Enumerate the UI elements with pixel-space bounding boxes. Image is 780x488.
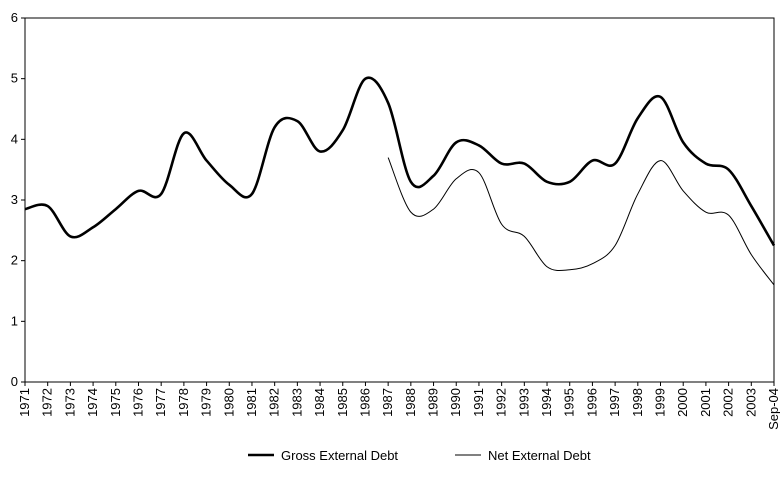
- x-tick-label: 2001: [698, 388, 713, 417]
- x-tick-label: 1982: [267, 388, 282, 417]
- x-tick-label: 1995: [562, 388, 577, 417]
- y-tick-label: 4: [11, 131, 18, 146]
- y-tick-label: 1: [11, 313, 18, 328]
- x-tick-label: 1986: [357, 388, 372, 417]
- x-tick-label: 1987: [380, 388, 395, 417]
- series-line: [24, 76, 776, 247]
- x-tick-label: 1991: [471, 388, 486, 417]
- x-tick-label: 1975: [108, 388, 123, 417]
- y-tick-label: 3: [11, 192, 18, 207]
- x-tick-label: 1983: [289, 388, 304, 417]
- x-tick-label: 1973: [62, 388, 77, 417]
- legend-label: Net External Debt: [488, 448, 591, 463]
- x-tick-label: 1999: [653, 388, 668, 417]
- x-tick-label: 1985: [335, 388, 350, 417]
- x-tick-label: 1976: [130, 388, 145, 417]
- x-tick-label: 1998: [630, 388, 645, 417]
- y-tick-label: 5: [11, 71, 18, 86]
- x-tick-label: 1972: [40, 388, 55, 417]
- x-tick-label: 2002: [721, 388, 736, 417]
- plot-frame: [24, 17, 775, 383]
- x-tick-label: 1993: [516, 388, 531, 417]
- x-tick-label: 1997: [607, 388, 622, 417]
- y-tick-label: 2: [11, 253, 18, 268]
- y-tick-label: 0: [11, 374, 18, 389]
- x-tick-label: Sep-04: [766, 388, 780, 430]
- legend-label: Gross External Debt: [281, 448, 398, 463]
- x-tick-label: 1990: [448, 388, 463, 417]
- x-tick-label: 1988: [403, 388, 418, 417]
- x-tick-label: 1981: [244, 388, 259, 417]
- x-tick-label: 2000: [675, 388, 690, 417]
- series-line: [387, 157, 775, 286]
- x-tick-label: 2003: [743, 388, 758, 417]
- x-tick-label: 1977: [153, 388, 168, 417]
- x-tick-label: 1992: [494, 388, 509, 417]
- x-tick-label: 1989: [426, 388, 441, 417]
- x-tick-label: 1980: [221, 388, 236, 417]
- x-tick-label: 1978: [176, 388, 191, 417]
- x-tick-label: 1979: [199, 388, 214, 417]
- x-tick-label: 1974: [85, 388, 100, 417]
- y-tick-label: 6: [11, 10, 18, 25]
- x-tick-label: 1984: [312, 388, 327, 417]
- x-tick-label: 1971: [17, 388, 32, 417]
- x-tick-label: 1996: [584, 388, 599, 417]
- x-tick-label: 1994: [539, 388, 554, 417]
